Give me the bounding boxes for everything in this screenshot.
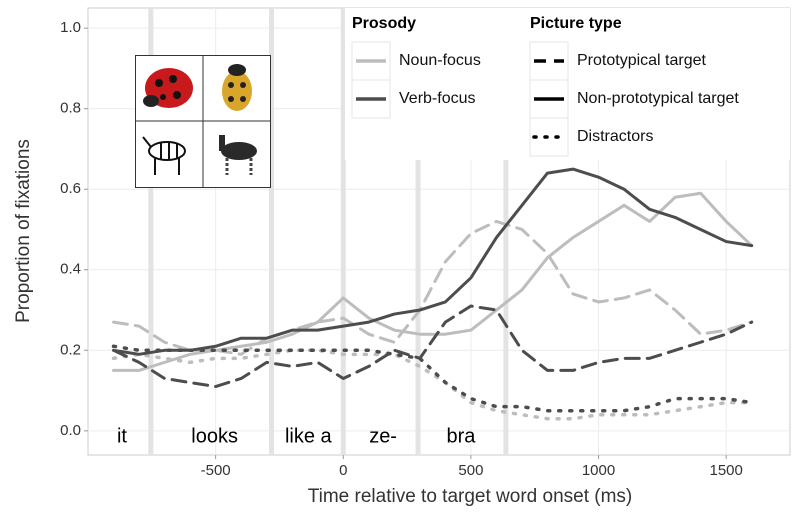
y-tick-label: 0.2 [60, 341, 81, 358]
y-axis-label: Proportion of fixations [13, 139, 34, 323]
legend-label: Non-prototypical target [577, 90, 739, 107]
x-axis-label: Time relative to target word onset (ms) [308, 486, 633, 507]
ladybug-red [143, 68, 193, 108]
legend-label: Noun-focus [399, 52, 481, 69]
zebra [142, 136, 186, 175]
series-line [112, 167, 754, 356]
legend-title: Picture type [530, 15, 622, 32]
series-line [111, 348, 754, 421]
word-label: it [117, 425, 127, 447]
series-line [112, 191, 754, 372]
legend-label: Prototypical target [577, 52, 707, 69]
x-tick-label: 1000 [582, 462, 615, 479]
series-line [111, 344, 754, 413]
word-label: like a [285, 425, 333, 447]
y-tick-label: 0.0 [60, 422, 81, 439]
word-label: looks [191, 425, 238, 447]
picture-grid [135, 55, 271, 188]
x-tick-label: -500 [201, 462, 231, 479]
series-line [112, 304, 754, 389]
x-tick-label: 1500 [709, 462, 742, 479]
word-label: bra [447, 425, 477, 447]
legend-label: Verb-focus [399, 90, 475, 107]
y-tick-label: 0.4 [60, 261, 81, 278]
y-tick-label: 1.0 [60, 19, 81, 36]
y-tick-label: 0.6 [60, 180, 81, 197]
x-tick-label: 500 [458, 462, 483, 479]
legend-title: Prosody [352, 15, 416, 32]
word-label: ze- [369, 425, 397, 447]
ladybug-yellow [222, 64, 252, 111]
legend-label: Distractors [577, 128, 653, 145]
x-tick-label: 0 [339, 462, 347, 479]
okapi [219, 135, 257, 175]
y-tick-label: 0.8 [60, 100, 81, 117]
